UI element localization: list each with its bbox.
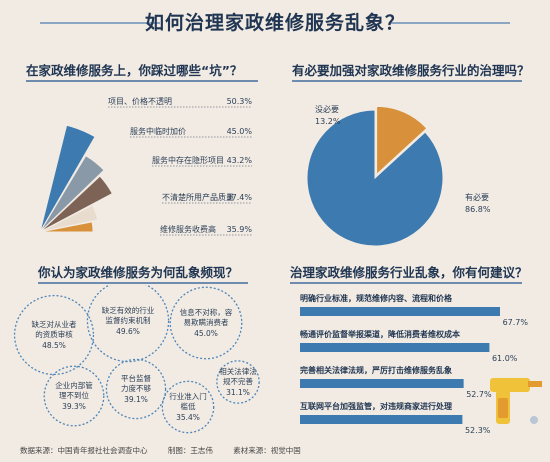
footer-material: 素材来源：视觉中国 — [233, 446, 301, 455]
bubble-label-line: 缺乏对从业者 — [32, 319, 77, 329]
bubble-value-label: 35.4% — [176, 413, 200, 422]
bubble-label-line: 信息不对称，容 — [180, 307, 233, 317]
fan-category-label: 服务中临时加价 — [130, 126, 186, 136]
suggestion-bar — [300, 379, 464, 388]
pie-chart-title: 有必要加强对家政维修服务行业的治理吗？ — [292, 63, 530, 78]
bubble-value-label: 48.5% — [42, 341, 66, 350]
bubble-label-line: 平台监督 — [121, 373, 151, 383]
fan-bar-chart: 项目、价格不透明 50.3% 服务中临时加价 45.0% 服务中存在隐形项目 43.2% 不… — [39, 96, 253, 236]
suggestion-title-underline — [290, 282, 522, 284]
glue-gun-illustration — [490, 378, 542, 424]
fan-value-label: 43.2% — [227, 156, 253, 165]
suggestion-label: 明确行业标准，规范维修内容、流程和价格 — [300, 293, 453, 303]
footer: 数据来源：中国青年报社社会调查中心 制图：王志伟 素材来源：视觉中国 — [20, 445, 319, 456]
pie-value-label: 13.2% — [315, 117, 341, 126]
bubble-label-line: 行业准入门 — [169, 391, 207, 401]
fan-value-label: 35.9% — [227, 225, 253, 234]
pie-label: 没必要 — [315, 104, 339, 114]
bubble-chart-title: 你认为家政维修服务为何乱象频现？ — [38, 265, 239, 280]
fan-category-label: 项目、价格不透明 — [108, 96, 172, 106]
bubble-label-line: 槛低 — [181, 401, 196, 411]
bubble-label-line: 监督约束机制 — [106, 315, 151, 325]
bubble-label-line: 企业内部管 — [55, 380, 93, 390]
bubble-label-line: 理不到位 — [59, 390, 89, 400]
bubble-label-line: 相关法律法 — [219, 366, 257, 376]
bubble-circle — [105, 358, 167, 420]
suggestion-bar-chart: 明确行业标准，规范维修内容、流程和价格 67.7% 畅通评价监督举报渠道，降低消费者… — [300, 293, 529, 435]
pie-value-label: 86.8% — [465, 205, 491, 214]
bubble-title-underline — [38, 282, 248, 284]
fan-wedge — [39, 204, 99, 233]
bubble-label-line: 易欺瞒消费者 — [184, 317, 229, 327]
bubble-label-line: 缺乏有效的行业 — [102, 305, 155, 315]
title-decoration-left — [40, 22, 160, 24]
fan-value-label: 50.3% — [227, 97, 253, 106]
footer-source: 数据来源：中国青年报社社会调查中心 — [20, 446, 148, 455]
pie-slice — [376, 105, 428, 176]
pie-chart: 没必要 13.2% 有必要 86.8% — [306, 104, 491, 247]
suggestion-bar — [300, 307, 500, 316]
bubble-value-label: 31.1% — [226, 388, 250, 397]
fan-value-label: 37.4% — [227, 193, 253, 202]
pie-label: 有必要 — [465, 192, 489, 202]
fan-category-label: 维修服务收费高 — [160, 224, 216, 234]
bubble-value-label: 39.3% — [62, 402, 86, 411]
funnel-title-underline — [26, 80, 258, 82]
suggestion-value-label: 61.0% — [492, 354, 518, 363]
funnel-chart-title: 在家政维修服务上，你踩过哪些“坑”？ — [26, 63, 243, 78]
page-title: 如何治理家政维修服务乱象？ — [144, 12, 405, 34]
bubble-value-label: 49.6% — [116, 327, 140, 336]
pie-slice — [306, 109, 444, 247]
bubble-value-label: 39.1% — [124, 395, 148, 404]
footer-design: 制图：王志伟 — [167, 446, 213, 455]
bubble-value-label: 45.0% — [194, 329, 218, 338]
bubble-circle — [216, 360, 260, 404]
fan-category-label: 不清楚所用产品质量 — [162, 192, 234, 202]
fan-wedge — [39, 175, 114, 233]
suggestion-label: 完善相关法律法规，严厉打击维修服务乱象 — [300, 365, 452, 375]
fan-wedge — [39, 221, 94, 233]
suggestion-bar — [300, 343, 490, 352]
fan-wedge — [39, 124, 96, 233]
fan-value-label: 45.0% — [227, 127, 253, 136]
suggestion-label: 畅通评价监督举报渠道，降低消费者维权成本 — [300, 329, 460, 339]
suggestion-chart-title: 治理家政维修服务行业乱象，你有何建议？ — [290, 265, 528, 280]
bubble-label-line: 力度不够 — [121, 383, 151, 393]
bubble-circle — [169, 286, 243, 360]
bubble-circle — [161, 380, 215, 434]
suggestion-value-label: 52.3% — [465, 426, 491, 435]
suggestion-bar — [300, 415, 463, 424]
bubble-label-line: 的资质审核 — [35, 329, 73, 339]
title-decoration-right — [390, 22, 510, 24]
bubble-circle — [43, 365, 105, 427]
bubble-circle — [86, 285, 170, 363]
suggestion-value-label: 67.7% — [503, 318, 529, 327]
suggestion-label: 互联网平台加强监管，对违规商家进行处理 — [300, 401, 452, 411]
bubble-label-line: 规不完善 — [223, 376, 253, 386]
fan-wedge — [39, 154, 105, 233]
fan-category-label: 服务中存在隐形项目 — [152, 155, 224, 165]
pie-title-underline — [292, 80, 522, 82]
suggestion-value-label: 52.7% — [466, 390, 492, 399]
